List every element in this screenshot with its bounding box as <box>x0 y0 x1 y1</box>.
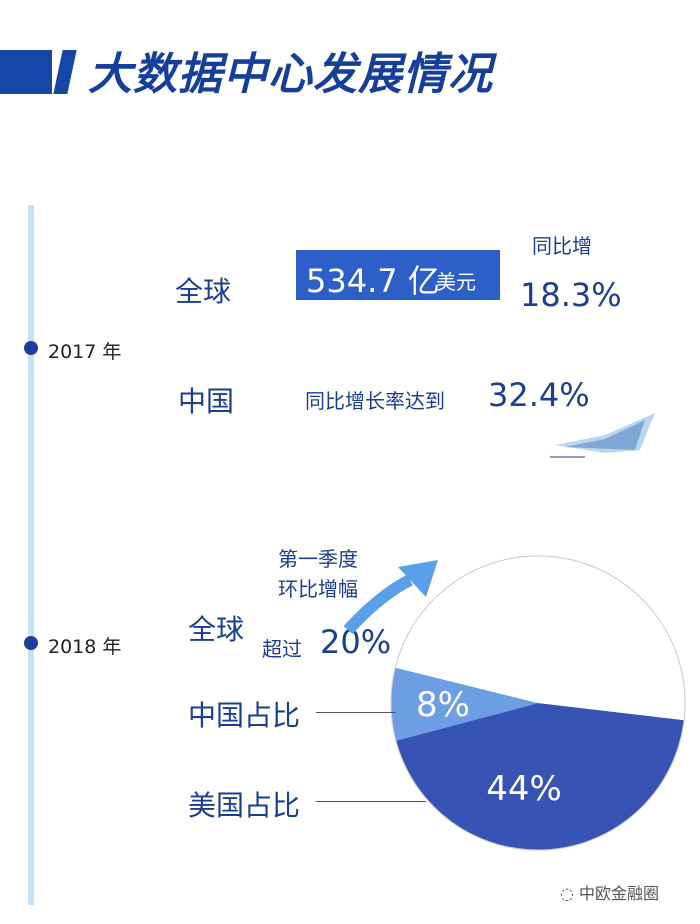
timeline-line <box>28 205 34 905</box>
market-value: 534.7 亿 <box>306 262 440 300</box>
pie-slice-1 <box>391 667 538 741</box>
arrow-graphic-icon <box>550 413 655 458</box>
china-growth-text: 同比增长率达到 <box>305 389 445 413</box>
us-share-leader <box>316 801 426 802</box>
market-unit: 美元 <box>436 270 476 294</box>
timeline-dot-2018 <box>24 636 38 650</box>
yoy-value: 18.3% <box>520 276 622 314</box>
timeline-dot-2017 <box>24 341 38 355</box>
year-2018: 2018 年 <box>48 636 122 658</box>
q1-line1: 第一季度 <box>278 547 358 571</box>
title-block-decoration <box>0 50 52 94</box>
market-value-box: 534.7 亿 美元 <box>296 250 500 300</box>
pie-slice-0 <box>395 703 684 850</box>
pie-label-0: 44% <box>486 769 562 809</box>
china-label-2017: 中国 <box>178 385 235 418</box>
pie-label-1: 8% <box>416 685 470 725</box>
watermark: ◌ 中欧金融圈 <box>560 884 660 903</box>
pie-border <box>390 555 686 851</box>
page-title: 大数据中心发展情况 <box>88 49 493 100</box>
global-label-2017: 全球 <box>175 275 232 308</box>
q1-line2: 环比增幅 <box>278 577 358 601</box>
china-share-leader <box>316 712 396 713</box>
watermark-text: 中欧金融圈 <box>579 884 660 903</box>
us-share-label: 美国占比 <box>188 789 301 822</box>
pie-slice-2 <box>395 555 685 721</box>
yoy-label: 同比增 <box>532 234 592 258</box>
china-growth-value: 32.4% <box>488 376 590 414</box>
year-2017: 2017 年 <box>48 341 122 363</box>
q1-line3: 超过 <box>262 637 302 661</box>
growth-arrow-icon <box>343 560 438 635</box>
global-label-2018: 全球 <box>188 613 245 646</box>
china-share-label: 中国占比 <box>188 699 301 732</box>
